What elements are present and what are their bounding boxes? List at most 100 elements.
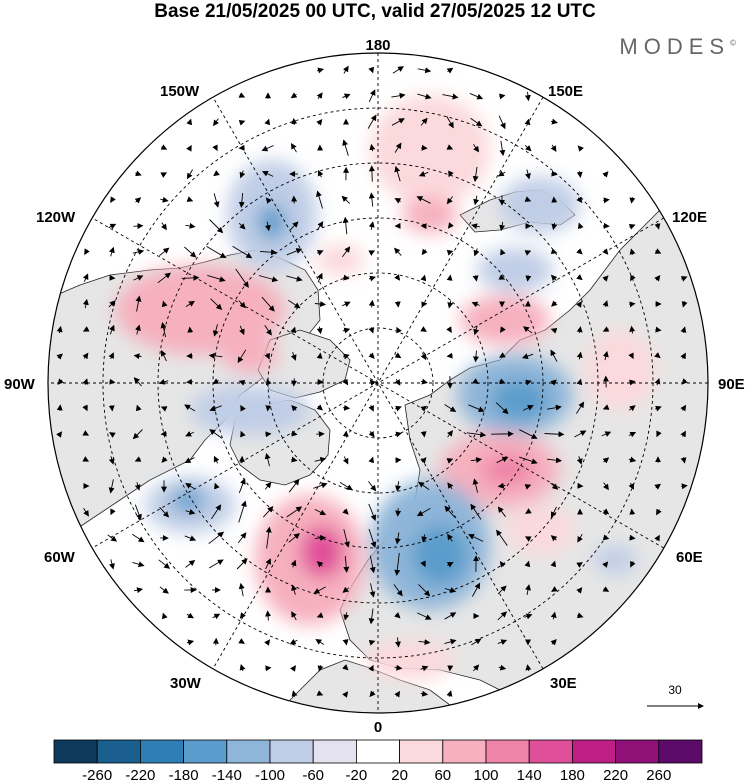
wind-arrow — [495, 402, 509, 415]
wind-arrow — [291, 611, 297, 621]
wind-arrow — [133, 275, 144, 281]
wind-arrow — [525, 275, 532, 282]
wind-arrow — [447, 482, 454, 490]
modes-logo: MODES© — [619, 34, 736, 59]
wind-arrow — [394, 352, 402, 359]
wind-arrow — [394, 690, 401, 698]
wind-arrow — [265, 526, 272, 549]
wind-arrow — [394, 532, 401, 545]
wind-arrow — [264, 639, 271, 646]
map-title: Base 21/05/2025 00 UTC, valid 27/05/2025… — [154, 1, 596, 22]
lon-label-0: 0 — [374, 719, 382, 736]
wind-arrow — [211, 504, 222, 520]
wind-arrow — [473, 325, 480, 336]
wind-arrow — [265, 558, 271, 570]
anomaly-neg-siberia-core — [492, 380, 548, 420]
colorbar-swatch — [485, 739, 530, 764]
wind-arrow — [394, 301, 401, 308]
anomaly-neg-east-siberia — [500, 177, 580, 233]
wind-arrow — [238, 478, 246, 494]
wind-arrow — [286, 248, 303, 256]
wind-arrow — [602, 248, 609, 255]
wind-arrow — [524, 91, 531, 102]
wind-arrow — [497, 506, 506, 518]
wind-arrow — [262, 506, 274, 518]
wind-arrow — [546, 457, 562, 464]
wind-arrow — [525, 584, 531, 595]
wind-arrow — [316, 92, 323, 100]
wind-arrow — [680, 352, 686, 360]
wind-arrow — [82, 352, 89, 360]
wind-arrow — [681, 301, 688, 308]
wind-arrow — [109, 324, 115, 335]
wind-arrow — [238, 379, 246, 386]
colorbar-swatch — [442, 739, 487, 764]
colorbar-tick-label: 220 — [603, 767, 628, 783]
anomaly-pos-urals-core — [482, 454, 534, 486]
wind-arrow — [291, 117, 298, 126]
colorbar: -260 -220 -180 -140 -100 -60 -20 20 60 100 140 180 2… — [53, 739, 703, 783]
wind-arrow — [420, 378, 428, 385]
wind-arrow — [368, 250, 376, 256]
wind-arrow — [550, 611, 557, 620]
wind-arrow — [396, 326, 402, 334]
wind-arrow — [368, 528, 377, 548]
wind-arrow — [630, 560, 636, 568]
wind-arrow — [444, 505, 456, 518]
wind-arrow — [369, 583, 376, 598]
wind-arrow — [186, 196, 194, 202]
wind-arrow — [524, 250, 532, 256]
wind-arrow — [82, 326, 90, 332]
wind-arrow — [368, 664, 374, 672]
wind-arrow — [160, 172, 168, 178]
wind-arrow — [577, 145, 584, 152]
wind-arrow — [291, 430, 298, 437]
wind-arrow — [185, 482, 195, 489]
wind-arrow — [342, 301, 351, 308]
wind-arrow — [394, 378, 401, 386]
wind-arrow — [265, 197, 272, 204]
wind-arrow — [343, 529, 350, 548]
wind-arrow — [265, 610, 272, 621]
wind-arrow — [446, 352, 453, 359]
wind-arrow — [133, 587, 143, 594]
wind-arrow — [186, 144, 192, 152]
wind-arrow — [132, 429, 143, 440]
wind-arrow — [184, 457, 195, 463]
reference-vector-label: 30 — [668, 683, 682, 697]
colorbar-tick-label: 260 — [646, 767, 671, 783]
wind-arrow — [550, 327, 558, 334]
wind-arrow — [313, 586, 326, 594]
wind-arrow — [209, 405, 222, 412]
wind-arrow — [315, 638, 325, 645]
wind-arrow — [654, 483, 662, 490]
wind-arrow — [524, 484, 532, 490]
wind-arrow — [314, 456, 327, 463]
wind-arrow — [135, 295, 142, 312]
wind-arrow — [628, 352, 634, 360]
wind-arrow — [238, 582, 245, 597]
wind-arrow — [286, 275, 303, 282]
wind-arrow — [391, 92, 406, 99]
wind-arrow — [290, 351, 297, 361]
wind-arrow — [238, 500, 247, 523]
wind-arrow — [239, 170, 246, 179]
wind-arrow — [654, 223, 661, 230]
wind-arrow — [472, 664, 480, 672]
wind-arrow — [524, 560, 531, 568]
wind-arrow — [239, 325, 245, 336]
wind-arrow — [576, 301, 582, 308]
wind-arrow — [209, 429, 223, 439]
wind-arrow — [317, 665, 324, 672]
colorbar-swatch — [312, 739, 357, 764]
wind-arrow — [550, 560, 557, 568]
wind-arrow — [394, 612, 401, 619]
wind-arrow — [290, 92, 298, 99]
wind-arrow — [368, 275, 376, 282]
wind-arrow — [108, 246, 115, 257]
wind-arrow — [444, 587, 457, 593]
anomaly-neg-laptev — [477, 248, 553, 292]
wind-arrow — [212, 144, 218, 152]
wind-arrow — [395, 481, 402, 492]
latitude-circle-70 — [267, 272, 489, 494]
